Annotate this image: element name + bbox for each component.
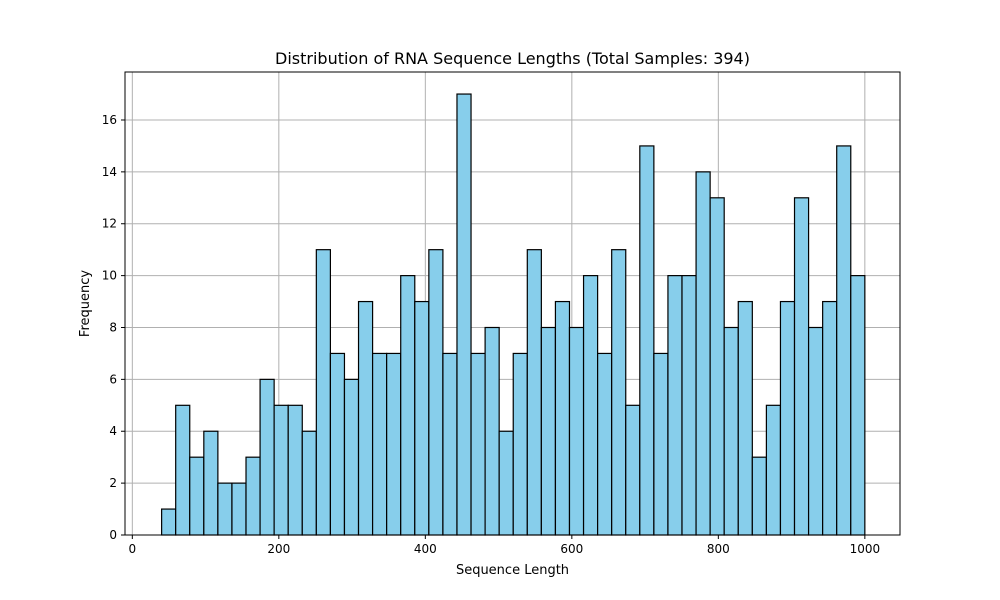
histogram-bar bbox=[428, 249, 444, 536]
histogram-bar bbox=[695, 171, 711, 536]
histogram-bar bbox=[484, 326, 500, 536]
y-tick-label: 10 bbox=[102, 269, 117, 283]
histogram-bar bbox=[822, 300, 838, 536]
histogram-bar bbox=[625, 404, 641, 536]
x-tick-label: 600 bbox=[560, 542, 583, 556]
histogram-bar bbox=[315, 249, 331, 536]
histogram-bar bbox=[793, 197, 810, 536]
histogram-bar bbox=[414, 300, 430, 536]
histogram-bar bbox=[597, 352, 613, 536]
y-tick-label: 8 bbox=[109, 320, 117, 334]
x-tick-label: 0 bbox=[129, 542, 137, 556]
histogram-bar bbox=[737, 300, 753, 536]
histogram-bar bbox=[554, 300, 571, 536]
x-axis-label: Sequence Length bbox=[456, 563, 569, 578]
histogram-bar bbox=[442, 352, 458, 536]
histogram-bar bbox=[161, 508, 177, 536]
histogram-bar bbox=[568, 326, 585, 536]
histogram-bar bbox=[287, 404, 303, 536]
histogram-bar bbox=[807, 326, 824, 536]
histogram-bar bbox=[526, 249, 542, 536]
histogram-bar bbox=[709, 197, 725, 536]
histogram-bar bbox=[400, 275, 416, 536]
histogram-bar bbox=[386, 352, 402, 536]
histogram-bar bbox=[653, 352, 669, 536]
histogram-bar bbox=[470, 352, 486, 536]
histogram-bar bbox=[582, 275, 599, 536]
y-tick-label: 0 bbox=[109, 528, 117, 542]
histogram-bar bbox=[779, 300, 796, 536]
y-tick-label: 2 bbox=[109, 476, 117, 490]
y-tick-label: 12 bbox=[102, 217, 117, 231]
histogram-bar bbox=[203, 430, 219, 536]
histogram-bar bbox=[639, 145, 655, 536]
histogram-bar bbox=[329, 352, 346, 536]
histogram-bar bbox=[175, 404, 191, 536]
chart-title: Distribution of RNA Sequence Lengths (To… bbox=[275, 49, 750, 68]
y-tick-label: 14 bbox=[102, 165, 117, 179]
histogram-bar bbox=[512, 352, 528, 536]
histogram-bar bbox=[751, 456, 767, 536]
y-tick-label: 4 bbox=[109, 424, 117, 438]
x-tick-label: 200 bbox=[267, 542, 290, 556]
histogram-bar bbox=[667, 275, 683, 536]
x-tick-label: 1000 bbox=[850, 542, 881, 556]
axis-ticks: 0 200 400 600 800 1000 0 2 4 6 8 10 12 14 16 bbox=[102, 113, 880, 556]
y-tick-label: 6 bbox=[109, 372, 117, 386]
x-tick-label: 400 bbox=[414, 542, 437, 556]
histogram-bar bbox=[611, 249, 627, 536]
histogram-bar bbox=[231, 482, 247, 536]
histogram-bar bbox=[273, 404, 289, 536]
histogram-bar bbox=[540, 326, 557, 536]
plot-frame bbox=[124, 71, 901, 536]
histogram-bar bbox=[301, 430, 317, 536]
histogram-bar bbox=[850, 275, 866, 536]
histogram-bar bbox=[189, 456, 205, 536]
histogram-bar bbox=[371, 352, 388, 536]
histogram-bar bbox=[456, 93, 472, 536]
histogram-bars bbox=[161, 93, 866, 536]
histogram-bar bbox=[217, 482, 233, 536]
histogram-bar bbox=[498, 430, 514, 536]
x-tick-label: 800 bbox=[707, 542, 730, 556]
histogram-bar bbox=[681, 275, 697, 536]
y-axis-label: Frequency bbox=[78, 270, 93, 337]
y-tick-label: 16 bbox=[102, 113, 117, 127]
histogram-bar bbox=[836, 145, 852, 536]
histogram-bar bbox=[765, 404, 782, 536]
histogram-bar bbox=[723, 326, 739, 536]
histogram-bar bbox=[343, 378, 360, 536]
histogram-bar bbox=[357, 300, 374, 536]
histogram-bar bbox=[259, 378, 275, 536]
histogram-bar bbox=[245, 456, 261, 536]
